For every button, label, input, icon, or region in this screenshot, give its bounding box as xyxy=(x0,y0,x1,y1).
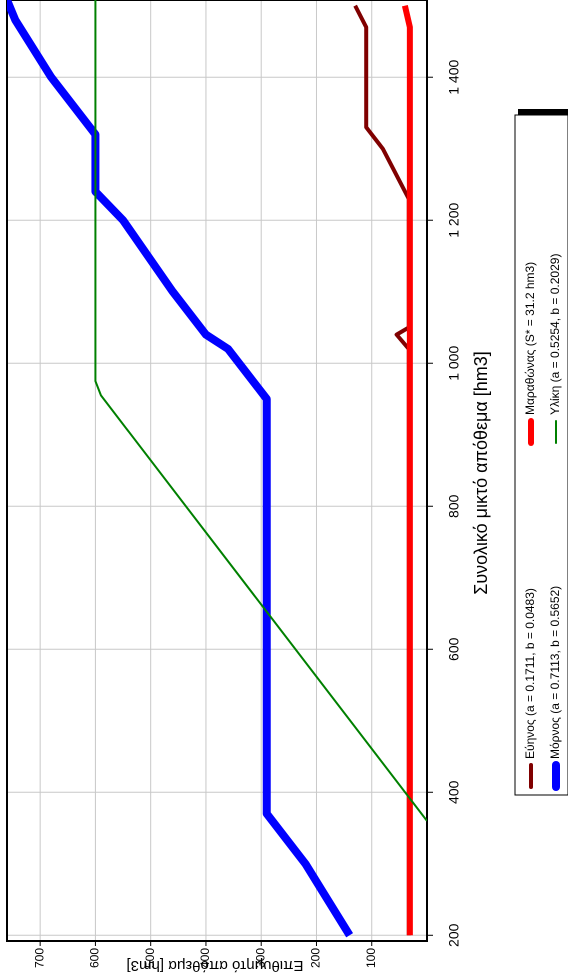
series-line xyxy=(94,0,427,822)
x-tick-label: 200 xyxy=(446,923,462,947)
series-line xyxy=(401,5,413,936)
x-tick-label: 1 200 xyxy=(446,203,462,238)
legend-label: Εύηνος (a = 0.1711, b = 0.0483) xyxy=(523,588,537,759)
series-line xyxy=(353,4,411,936)
series-line xyxy=(7,0,354,938)
x-tick-label: 600 xyxy=(446,637,462,661)
rotated-chart: Συνολικό μικτό απόθεμα [hm3] Επιθυμητό α… xyxy=(6,0,568,973)
y-axis-title: Επιθυμητό απόθεμα [hm3] xyxy=(126,957,303,973)
y-tick-label: 200 xyxy=(309,948,323,968)
legend-shadow xyxy=(518,109,568,115)
legend-label: Υλίκη (a = 0.5254, b = 0.2029) xyxy=(548,254,562,415)
y-tick-label: 300 xyxy=(253,948,267,968)
x-tick-label: 1 000 xyxy=(446,346,462,381)
y-tick-label: 600 xyxy=(88,948,102,968)
x-tick-label: 400 xyxy=(446,780,462,804)
plot-frame xyxy=(6,0,428,942)
y-tick-label: 500 xyxy=(143,948,157,968)
legend-label: Μόρνος (a = 0.7113, b = 0.5652) xyxy=(548,586,562,759)
x-tick-label: 1 400 xyxy=(446,60,462,95)
x-axis-title: Συνολικό μικτό απόθεμα [hm3] xyxy=(471,351,491,595)
legend-label: Μαραθώνας (S* = 31.2 hm3) xyxy=(523,262,537,415)
y-tick-label: 700 xyxy=(32,948,46,968)
y-tick-label: 100 xyxy=(364,948,378,968)
y-tick-label: 400 xyxy=(198,948,212,968)
x-tick-label: 800 xyxy=(446,494,462,518)
